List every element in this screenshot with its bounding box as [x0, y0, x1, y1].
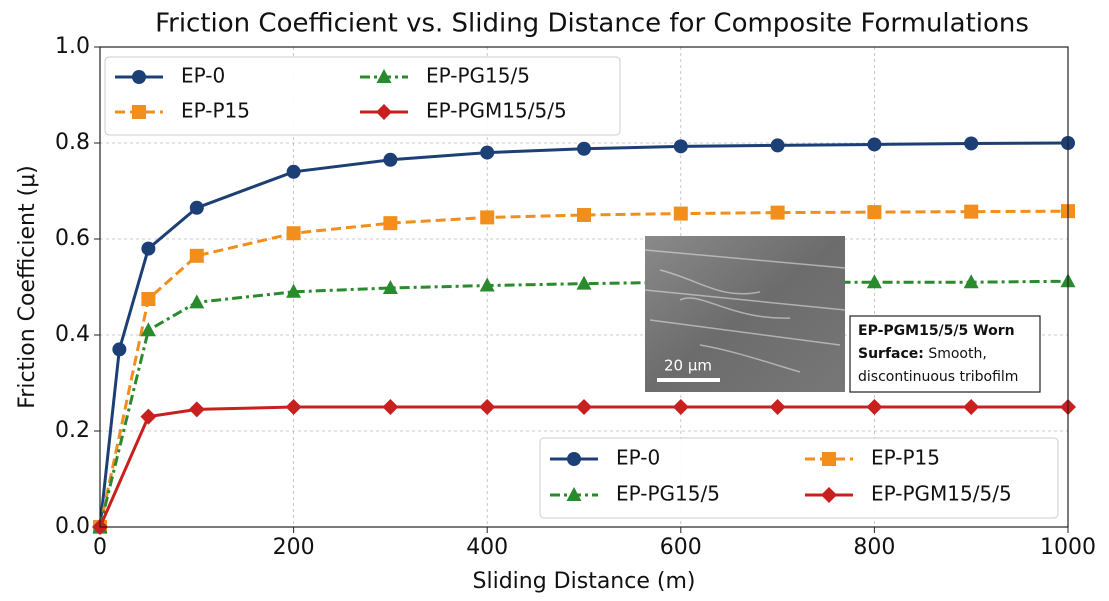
- marker: [866, 274, 882, 289]
- x-tick-label: 200: [273, 535, 315, 560]
- marker: [770, 138, 785, 153]
- marker: [189, 294, 205, 309]
- marker: [867, 137, 882, 152]
- y-axis-label: Friction Coefficient (μ): [15, 165, 40, 409]
- marker: [376, 69, 392, 83]
- marker: [769, 399, 786, 415]
- marker: [188, 401, 205, 418]
- annotation-text: discontinuous tribofilm: [858, 369, 1018, 385]
- marker: [822, 452, 836, 466]
- x-tick-label: 400: [466, 535, 508, 560]
- marker: [480, 145, 495, 160]
- scale-label: 20 μm: [664, 357, 712, 375]
- series-line: [98, 279, 1069, 528]
- marker: [112, 342, 127, 357]
- annotation: EP-PGM15/5/5 Worn Surface: Smooth, disco…: [849, 315, 1041, 393]
- marker: [964, 204, 979, 219]
- marker: [577, 141, 591, 156]
- legend-label: EP-PG15/5: [616, 482, 720, 506]
- marker: [566, 487, 582, 501]
- marker: [567, 452, 581, 466]
- marker: [286, 164, 301, 179]
- marker: [867, 205, 882, 220]
- legend-box: [104, 56, 621, 136]
- series-line: [98, 209, 1069, 528]
- inset: 20 μm: [644, 236, 846, 392]
- y-tick-label: 0.8: [55, 130, 90, 155]
- x-tick-label: 0: [93, 535, 107, 560]
- y-tick-label: 0.0: [55, 514, 90, 539]
- annotation-label: Surface:: [858, 346, 924, 362]
- inset-texture: [644, 249, 846, 373]
- marker: [383, 216, 398, 231]
- marker: [376, 104, 392, 120]
- marker: [963, 399, 980, 415]
- plot-frame: [99, 46, 1069, 528]
- marker: [286, 283, 302, 298]
- marker: [821, 487, 837, 503]
- legend-label: EP-0: [616, 446, 660, 470]
- x-tick-label: 600: [660, 535, 702, 560]
- marker: [285, 399, 302, 415]
- marker: [673, 206, 688, 221]
- marker: [479, 399, 496, 415]
- marker: [382, 399, 399, 415]
- marker: [141, 292, 156, 306]
- y-tick-label: 0.4: [55, 322, 90, 347]
- marker: [673, 139, 688, 154]
- y-tick-label: 0.2: [55, 418, 90, 443]
- marker: [382, 279, 398, 294]
- marker: [963, 274, 979, 289]
- legend: EP-0 EP-P15 EP-PG15/5 EP-PGM15/5/5: [104, 56, 621, 136]
- marker: [577, 208, 591, 222]
- legend-label: EP-PGM15/5/5: [871, 482, 1012, 506]
- chart-title: Friction Coefficient vs. Sliding Distanc…: [155, 9, 1029, 39]
- marker: [770, 205, 785, 220]
- marker: [141, 241, 156, 256]
- legend-label: EP-PGM15/5/5: [426, 99, 567, 123]
- marker: [189, 248, 204, 263]
- marker: [140, 408, 157, 425]
- x-axis-label: Sliding Distance (m): [473, 569, 696, 594]
- marker: [383, 152, 398, 167]
- annotation-box: [849, 315, 1041, 393]
- legend-label: EP-P15: [871, 446, 940, 470]
- marker: [480, 210, 495, 225]
- annotation-line: Surface: Smooth,: [858, 346, 987, 362]
- legend-label: EP-0: [181, 64, 225, 88]
- marker: [964, 136, 979, 151]
- marker: [132, 105, 146, 119]
- marker: [672, 399, 689, 415]
- marker: [140, 322, 156, 337]
- y-tick-label: 0.6: [55, 226, 90, 251]
- legend-label: EP-P15: [181, 99, 250, 123]
- legend-label: EP-PG15/5: [426, 64, 530, 88]
- x-tick-label: 1000: [1040, 535, 1096, 560]
- annotation-heading: EP-PGM15/5/5 Worn: [858, 323, 1015, 339]
- marker: [576, 275, 592, 290]
- marker: [132, 70, 146, 84]
- legend: EP-0 EP-P15 EP-PG15/5 EP-PGM15/5/5: [539, 437, 1059, 519]
- marker: [189, 200, 204, 215]
- marker: [286, 226, 301, 241]
- marker: [576, 399, 592, 415]
- y-tick-label: 1.0: [55, 34, 90, 59]
- annotation-text: Smooth,: [928, 346, 986, 362]
- series-line: [98, 405, 1068, 528]
- x-tick-label: 800: [853, 535, 895, 560]
- legend-box: [539, 437, 1059, 519]
- marker: [479, 277, 495, 292]
- marker: [866, 399, 883, 415]
